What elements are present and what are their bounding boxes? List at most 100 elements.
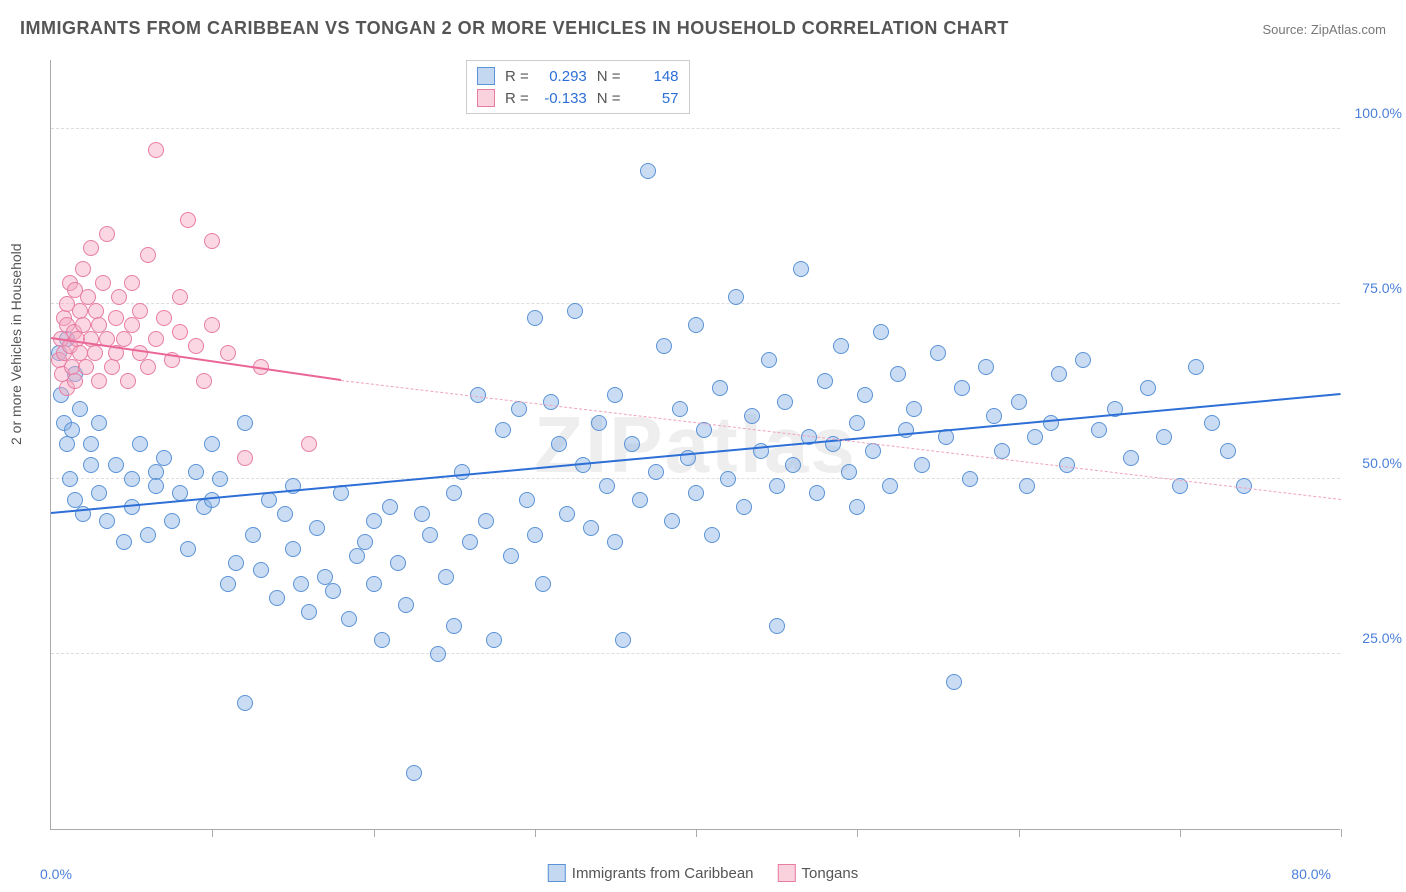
x-tick (857, 829, 858, 837)
scatter-point-caribbean (212, 471, 228, 487)
scatter-point-caribbean (277, 506, 293, 522)
x-tick (374, 829, 375, 837)
y-tick-label: 50.0% (1362, 455, 1402, 471)
scatter-point-caribbean (994, 443, 1010, 459)
scatter-point-caribbean (188, 464, 204, 480)
scatter-point-caribbean (237, 415, 253, 431)
scatter-point-caribbean (744, 408, 760, 424)
gridline-h (51, 303, 1340, 304)
scatter-point-tongan (156, 310, 172, 326)
scatter-point-caribbean (72, 401, 88, 417)
scatter-point-caribbean (237, 695, 253, 711)
scatter-point-caribbean (301, 604, 317, 620)
scatter-point-caribbean (890, 366, 906, 382)
scatter-point-caribbean (1043, 415, 1059, 431)
scatter-point-caribbean (817, 373, 833, 389)
stat-n-value: 57 (631, 90, 679, 107)
chart-container: IMMIGRANTS FROM CARIBBEAN VS TONGAN 2 OR… (0, 0, 1406, 892)
scatter-point-tongan (148, 142, 164, 158)
scatter-point-caribbean (148, 478, 164, 494)
x-tick (535, 829, 536, 837)
scatter-point-caribbean (1019, 478, 1035, 494)
legend-label: Tongans (802, 865, 859, 882)
scatter-point-tongan (99, 226, 115, 242)
scatter-point-caribbean (1091, 422, 1107, 438)
scatter-point-caribbean (180, 541, 196, 557)
scatter-point-tongan (83, 240, 99, 256)
scatter-point-tongan (140, 247, 156, 263)
x-tick (1341, 829, 1342, 837)
scatter-point-tongan (111, 289, 127, 305)
scatter-point-caribbean (1204, 415, 1220, 431)
scatter-point-caribbean (59, 436, 75, 452)
scatter-point-caribbean (341, 611, 357, 627)
scatter-point-caribbean (108, 457, 124, 473)
scatter-point-caribbean (414, 506, 430, 522)
scatter-point-tongan (172, 324, 188, 340)
plot-area: ZIPatlas R =0.293N =148R =-0.133N =57 25… (50, 60, 1340, 830)
scatter-point-caribbean (1156, 429, 1172, 445)
x-tick (696, 829, 697, 837)
scatter-point-caribbean (986, 408, 1002, 424)
scatter-point-caribbean (688, 485, 704, 501)
scatter-point-caribbean (954, 380, 970, 396)
scatter-point-caribbean (632, 492, 648, 508)
stats-row: R =-0.133N =57 (477, 87, 679, 109)
scatter-point-tongan (78, 359, 94, 375)
scatter-point-caribbean (1027, 429, 1043, 445)
x-axis-max-label: 80.0% (1291, 866, 1331, 882)
scatter-point-tongan (87, 345, 103, 361)
scatter-point-caribbean (1220, 443, 1236, 459)
scatter-point-caribbean (656, 338, 672, 354)
scatter-point-tongan (188, 338, 204, 354)
scatter-point-caribbean (164, 513, 180, 529)
scatter-point-tongan (148, 331, 164, 347)
scatter-point-caribbean (527, 310, 543, 326)
scatter-point-caribbean (124, 471, 140, 487)
scatter-point-caribbean (398, 597, 414, 613)
scatter-point-caribbean (640, 163, 656, 179)
scatter-point-caribbean (865, 443, 881, 459)
chart-title: IMMIGRANTS FROM CARIBBEAN VS TONGAN 2 OR… (20, 18, 1009, 39)
y-tick-label: 75.0% (1362, 280, 1402, 296)
scatter-point-caribbean (1075, 352, 1091, 368)
scatter-point-tongan (116, 331, 132, 347)
scatter-point-caribbean (785, 457, 801, 473)
scatter-point-tongan (237, 450, 253, 466)
scatter-point-tongan (124, 275, 140, 291)
bottom-legend: Immigrants from CaribbeanTongans (548, 864, 858, 882)
scatter-point-caribbean (672, 401, 688, 417)
scatter-point-tongan (108, 310, 124, 326)
scatter-point-caribbean (567, 303, 583, 319)
scatter-point-caribbean (99, 513, 115, 529)
stat-n-label: N = (597, 90, 621, 107)
stat-r-value: -0.133 (539, 90, 587, 107)
scatter-point-caribbean (83, 436, 99, 452)
y-tick-label: 25.0% (1362, 630, 1402, 646)
scatter-point-caribbean (946, 674, 962, 690)
scatter-point-caribbean (809, 485, 825, 501)
scatter-point-caribbean (253, 562, 269, 578)
scatter-point-caribbean (519, 492, 535, 508)
scatter-point-tongan (104, 359, 120, 375)
scatter-point-caribbean (849, 415, 865, 431)
scatter-point-caribbean (446, 618, 462, 634)
scatter-point-caribbean (1011, 394, 1027, 410)
scatter-point-caribbean (132, 436, 148, 452)
scatter-point-caribbean (462, 534, 478, 550)
scatter-point-caribbean (374, 632, 390, 648)
scatter-point-tongan (124, 317, 140, 333)
scatter-point-tongan (67, 373, 83, 389)
scatter-point-tongan (91, 373, 107, 389)
scatter-point-tongan (220, 345, 236, 361)
scatter-point-caribbean (688, 317, 704, 333)
scatter-point-caribbean (140, 527, 156, 543)
scatter-point-caribbean (446, 485, 462, 501)
scatter-point-caribbean (357, 534, 373, 550)
scatter-point-caribbean (769, 478, 785, 494)
scatter-point-caribbean (777, 394, 793, 410)
scatter-point-caribbean (390, 555, 406, 571)
scatter-point-tongan (204, 233, 220, 249)
gridline-h (51, 653, 1340, 654)
scatter-point-caribbean (793, 261, 809, 277)
